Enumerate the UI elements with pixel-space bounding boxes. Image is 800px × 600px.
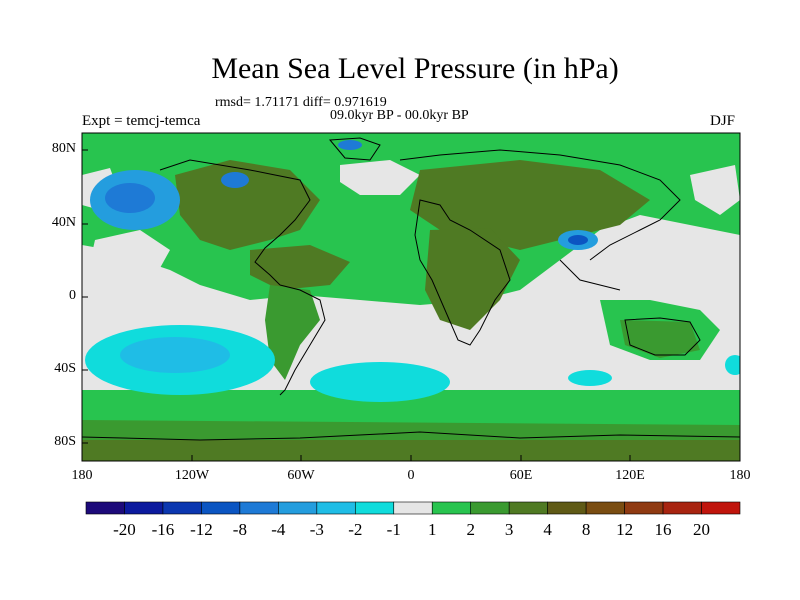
period-line: 09.0kyr BP - 00.0kyr BP <box>330 108 469 123</box>
colorbar-label: -20 <box>113 520 136 539</box>
neutral-patch-bering <box>690 165 740 215</box>
lat-tick-0: 0 <box>69 288 76 303</box>
colorbar-label: 1 <box>427 520 437 539</box>
colorbar-swatch <box>585 501 625 515</box>
olive-antarctica <box>82 440 740 461</box>
colorbar-swatch <box>124 501 164 515</box>
blue-hudson <box>221 172 249 188</box>
cyan-south-indian <box>568 370 612 386</box>
colorbar-swatch <box>239 501 279 515</box>
lon-tick-180e: 180 <box>729 468 751 483</box>
blue-core-tibet <box>568 235 588 245</box>
colorbar-label: 3 <box>504 520 514 539</box>
lat-tick-80s: 80S <box>54 434 76 449</box>
colorbar-swatch <box>278 501 318 515</box>
season-label: DJF <box>710 113 736 129</box>
neutral-patch-pacific <box>90 230 170 270</box>
blue-core-aleutian <box>105 183 155 213</box>
lon-tick-180w: 180 <box>71 468 93 483</box>
olive-africa <box>425 228 520 330</box>
olive-caribbean <box>250 245 350 290</box>
colorbar-label: 2 <box>466 520 475 539</box>
colorbar-label: 16 <box>654 520 672 539</box>
colorbar-label: 20 <box>693 520 711 539</box>
lon-tick-120w: 120W <box>174 468 210 483</box>
colorbar-swatch <box>470 501 510 515</box>
lon-tick-60e: 60E <box>509 468 533 483</box>
colorbar-label: -1 <box>386 520 401 539</box>
lat-tick-40n: 40N <box>51 215 76 230</box>
experiment-label: Expt = temcj-temca <box>82 113 201 129</box>
cyan-south-atlantic <box>310 362 450 402</box>
lon-tick-0: 0 <box>407 468 415 483</box>
colorbar-label: -3 <box>309 520 324 539</box>
colorbar-swatch <box>393 501 433 515</box>
lat-tick-40s: 40S <box>54 361 76 376</box>
colorbar-swatch <box>316 501 356 515</box>
cyan-core-south-pacific <box>120 337 230 373</box>
olive-north-america <box>175 160 320 250</box>
colorbar-label: -16 <box>151 520 175 539</box>
lat-tick-80n: 80N <box>51 141 76 156</box>
colorbar-label: -4 <box>271 520 286 539</box>
map-title: Mean Sea Level Pressure (in hPa) <box>211 52 619 85</box>
axis-ticks <box>81 149 741 461</box>
colorbar-swatch <box>85 501 125 515</box>
colorbar-label: 8 <box>581 520 591 539</box>
colorbar-label: 12 <box>616 520 634 539</box>
colorbar-label: -8 <box>232 520 247 539</box>
colorbar-swatch <box>508 501 548 515</box>
colorbar-swatch <box>662 501 702 515</box>
colorbar-label: -12 <box>190 520 213 539</box>
colorbar-swatch <box>162 501 202 515</box>
colorbar-swatch <box>624 501 664 515</box>
stats-line: rmsd= 1.71171 diff= 0.971619 <box>215 95 387 110</box>
map-field <box>82 133 740 461</box>
blue-greenland <box>338 140 362 150</box>
colorbar-swatch <box>701 501 741 515</box>
colorbar-swatch <box>201 501 241 515</box>
colorbar-label: 4 <box>543 520 552 539</box>
green-south-america <box>265 285 320 380</box>
cyan-east-edge <box>725 355 740 375</box>
colorbar-swatch <box>354 501 395 515</box>
colorbar-swatch <box>431 501 472 515</box>
colorbar-label: -2 <box>348 520 363 539</box>
olive-eurasia <box>410 160 650 250</box>
neutral-patch-greenland <box>340 160 420 195</box>
lon-tick-60w: 60W <box>287 468 315 483</box>
coastlines <box>82 137 740 441</box>
colorbar <box>85 501 741 515</box>
lon-tick-120e: 120E <box>615 468 645 483</box>
colorbar-swatch <box>547 501 587 515</box>
